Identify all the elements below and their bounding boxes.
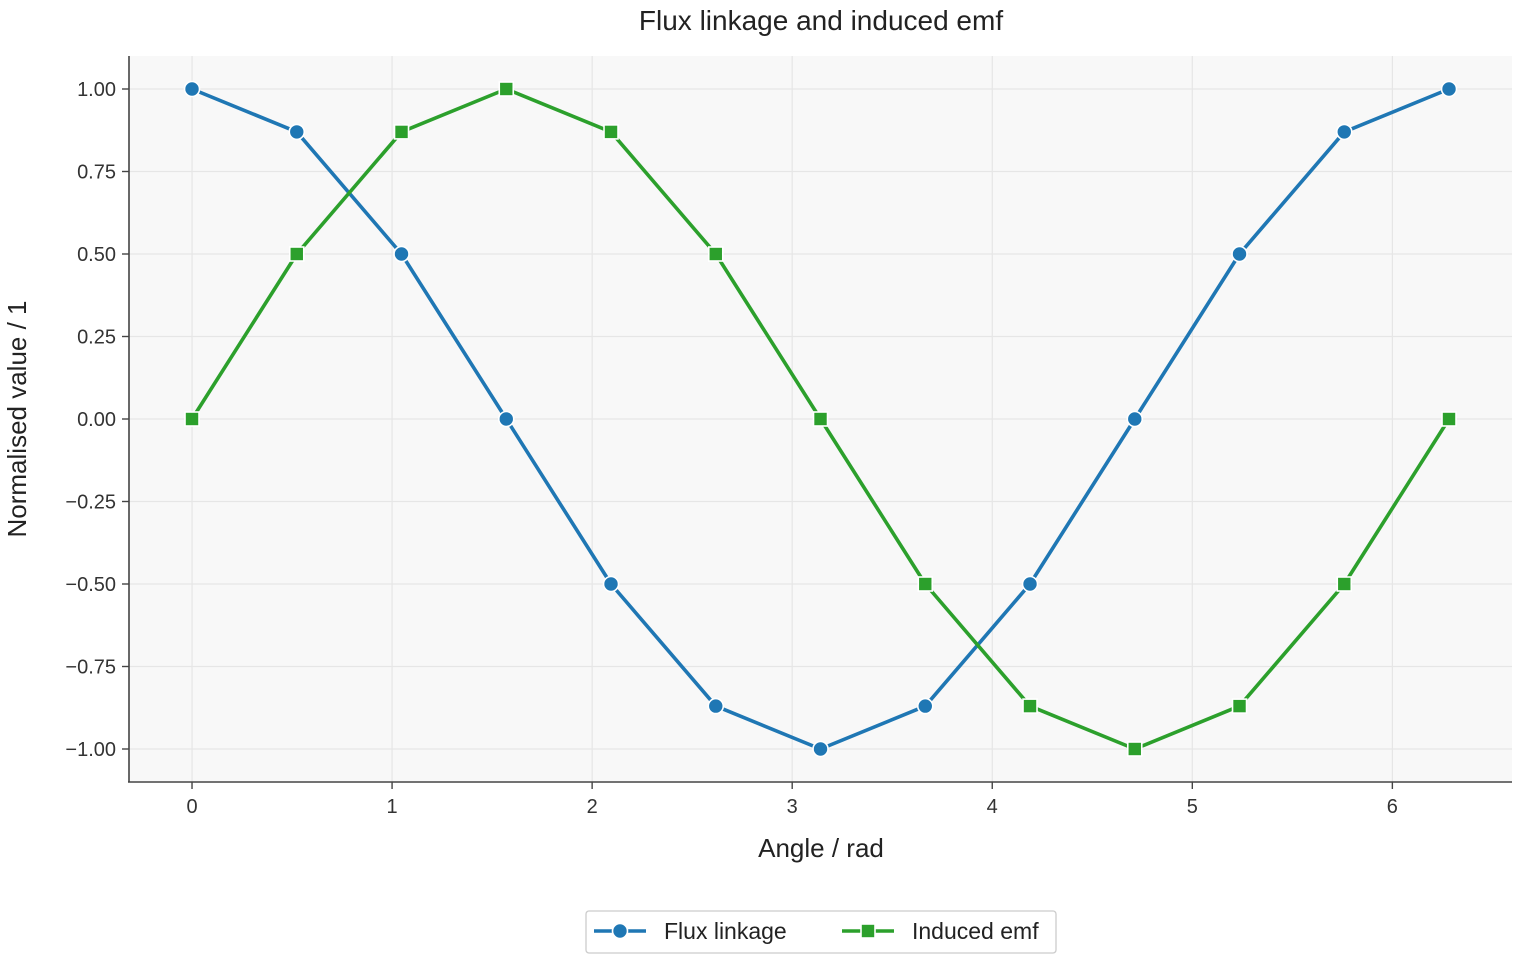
flux-linkage-point [289,124,304,139]
induced-emf-point [709,247,723,261]
y-axis-ticks: 1.00 0.75 0.50 0.25 0.00 −0.25 −0.50 −0.75 −1.00 [65,79,129,761]
induced-emf-point [1233,699,1247,713]
y-tick-label: −0.25 [65,492,116,514]
x-axis-ticks: 0 1 2 3 4 5 6 [186,782,1397,818]
flux-linkage-point [394,247,409,262]
x-tick-label: 5 [1187,796,1198,818]
y-tick-label: −1.00 [65,739,116,761]
legend-label: Flux linkage [664,918,787,944]
induced-emf-point [604,125,618,139]
x-tick-label: 6 [1387,796,1398,818]
induced-emf-point [499,82,513,96]
y-tick-label: 0.25 [77,327,116,349]
y-tick-label: −0.50 [65,574,116,596]
y-tick-label: 1.00 [77,79,116,101]
legend-label: Induced emf [912,918,1039,944]
flux-linkage-point [918,699,933,714]
y-axis-label: Normalised value / 1 [2,301,32,538]
induced-emf-point [918,577,932,591]
y-tick-label: −0.75 [65,657,116,679]
chart-title: Flux linkage and induced emf [639,5,1003,36]
y-tick-label: 0.75 [77,162,116,184]
y-tick-label: 0.00 [77,409,116,431]
induced-emf-point [185,412,199,426]
flux-linkage-point [1232,247,1247,262]
induced-emf-point [814,412,828,426]
induced-emf-point [1023,699,1037,713]
flux-linkage-point [604,577,619,592]
flux-linkage-point [1127,412,1142,427]
flux-linkage-point [1442,82,1457,97]
legend-swatch-marker [861,924,875,938]
x-tick-label: 3 [787,796,798,818]
flux-linkage-point [708,699,723,714]
induced-emf-point [1442,412,1456,426]
induced-emf-point [395,125,409,139]
flux-linkage-point [1023,577,1038,592]
legend: Flux linkage Induced emf [586,911,1056,953]
flux-linkage-point [813,742,828,757]
x-tick-label: 0 [186,796,197,818]
flux-linkage-point [499,412,514,427]
flux-linkage-point [185,82,200,97]
x-tick-label: 1 [387,796,398,818]
y-tick-label: 0.50 [77,244,116,266]
x-tick-label: 4 [987,796,998,818]
induced-emf-point [1128,742,1142,756]
induced-emf-point [290,247,304,261]
flux-linkage-point [1337,124,1352,139]
x-tick-label: 2 [587,796,598,818]
legend-swatch-marker [613,924,628,939]
induced-emf-point [1337,577,1351,591]
x-axis-label: Angle / rad [758,833,884,863]
